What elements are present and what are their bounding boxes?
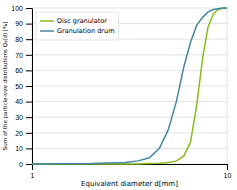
y-tick: 40 xyxy=(15,98,32,105)
grid xyxy=(32,8,227,164)
y-grid-line xyxy=(32,148,227,149)
x-tick-label: 1 xyxy=(31,172,35,179)
y-tick-mark xyxy=(26,148,32,149)
series-line xyxy=(32,8,227,164)
legend: Disc granulator Granulation drum xyxy=(36,12,119,40)
y-tick-label: 10 xyxy=(15,145,23,152)
y-tick: 0 xyxy=(19,161,32,168)
legend-swatch xyxy=(40,20,54,22)
y-tick: 10 xyxy=(15,145,32,152)
legend-label: Granulation drum xyxy=(57,27,115,35)
y-grid-line xyxy=(32,117,227,118)
y-tick: 90 xyxy=(15,20,32,27)
y-grid-line xyxy=(32,8,227,9)
legend-item: Disc granulator xyxy=(40,17,107,25)
y-tick-mark xyxy=(26,24,32,25)
y-tick-label: 20 xyxy=(15,130,23,137)
y-axis: 0 10 20 30 40 50 60 70 80 90 100 xyxy=(11,5,32,168)
lines xyxy=(32,8,227,164)
y-tick-label: 0 xyxy=(19,161,23,168)
x-tick: 1 xyxy=(31,164,35,179)
y-axis-line xyxy=(32,9,33,165)
x-tick-mark xyxy=(227,164,228,170)
y-tick-label: 70 xyxy=(15,52,23,59)
y-grid-line xyxy=(32,54,227,55)
y-tick: 30 xyxy=(15,114,32,121)
y-tick-mark xyxy=(26,86,32,87)
y-tick-label: 30 xyxy=(15,114,23,121)
x-tick: 10 xyxy=(224,164,232,179)
plot: 1100102030405060708090100Disc granulator… xyxy=(11,5,231,179)
y-tick-label: 80 xyxy=(15,36,23,43)
y-grid-line xyxy=(32,70,227,71)
y-tick-mark xyxy=(26,164,32,165)
legend-item: Granulation drum xyxy=(40,27,115,35)
y-tick-label: 50 xyxy=(15,83,23,90)
y-tick-mark xyxy=(26,117,32,118)
legend-swatch xyxy=(40,30,54,32)
legend-label: Disc granulator xyxy=(57,17,107,25)
y-tick-mark xyxy=(26,133,32,134)
x-axis: 1 10 xyxy=(31,164,232,179)
y-axis-title: Sum of the particle-size distributions Q… xyxy=(2,22,9,151)
y-tick-mark xyxy=(26,39,32,40)
y-tick: 60 xyxy=(15,67,32,74)
x-axis-title: Equivalent diameter d[mm] xyxy=(81,180,178,188)
y-tick-mark xyxy=(26,55,32,56)
y-tick-label: 60 xyxy=(15,67,23,74)
y-tick-label: 40 xyxy=(15,98,23,105)
y-tick: 70 xyxy=(15,52,32,59)
y-tick-label: 90 xyxy=(15,20,23,27)
y-tick: 20 xyxy=(15,130,32,137)
y-tick: 80 xyxy=(15,36,32,43)
x-tick-label: 10 xyxy=(224,172,232,179)
chart: 1100102030405060708090100Disc granulator… xyxy=(0,0,237,190)
x-tick-mark xyxy=(32,164,33,170)
y-grid-line xyxy=(32,86,227,87)
y-tick: 100 xyxy=(11,5,32,12)
series-line xyxy=(32,8,227,164)
y-tick: 50 xyxy=(15,83,32,90)
legend-box xyxy=(36,12,119,40)
y-tick-mark xyxy=(26,102,32,103)
y-tick-mark xyxy=(26,70,32,71)
y-grid-line xyxy=(32,132,227,133)
y-tick-label: 100 xyxy=(11,5,23,12)
y-tick-mark xyxy=(26,8,32,9)
